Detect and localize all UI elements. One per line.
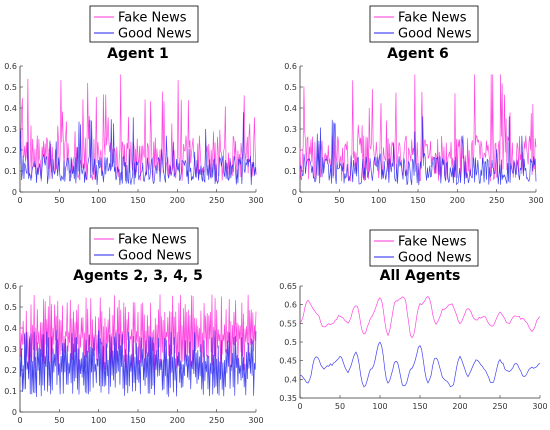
y-tick-label: 0.6	[284, 301, 297, 310]
x-tick-label: 300	[248, 416, 263, 425]
x-tick-label: 200	[170, 196, 185, 205]
y-tick-label: 0.5	[284, 83, 297, 92]
x-tick-label: 50	[54, 196, 64, 205]
series-line-good-news	[299, 116, 537, 186]
legend-entry: Good News	[398, 251, 472, 266]
y-tick-label: 0.4	[284, 104, 297, 113]
x-tick-label: 150	[130, 416, 145, 425]
legend-entry: Good News	[118, 27, 192, 42]
x-tick-label: 250	[492, 402, 507, 411]
chart-title: Agents 2, 3, 4, 5	[73, 268, 203, 284]
x-tick-label: 50	[335, 402, 345, 411]
y-tick-label: 0	[12, 408, 17, 417]
legend-box	[89, 227, 199, 265]
legend-box	[369, 5, 479, 43]
x-tick-label: 100	[372, 402, 387, 411]
x-tick-label: 300	[528, 196, 543, 205]
y-tick-label: 0.6	[4, 282, 17, 291]
legend-box	[89, 5, 199, 43]
y-tick-label: 0.1	[4, 167, 17, 176]
y-tick-label: 0.3	[4, 125, 17, 134]
x-tick-label: 50	[54, 416, 64, 425]
legend-entry: Good News	[398, 27, 472, 42]
x-tick-label: 250	[209, 416, 224, 425]
y-tick-label: 0.35	[279, 394, 297, 403]
legend-entry: Good News	[118, 249, 192, 264]
y-tick-label: 0.5	[284, 338, 297, 347]
y-tick-label: 0.3	[4, 345, 17, 354]
x-tick-label: 0	[297, 402, 302, 411]
y-tick-label: 0.55	[279, 319, 297, 328]
y-tick-label: 0.3	[284, 125, 297, 134]
y-tick-label: 0.65	[279, 282, 297, 291]
chart-title: Agent 6	[387, 46, 449, 62]
x-tick-label: 150	[130, 196, 145, 205]
x-tick-label: 0	[297, 196, 302, 205]
series-line-fake-news	[19, 294, 257, 374]
x-tick-label: 0	[17, 196, 22, 205]
y-tick-label: 0.2	[284, 146, 297, 155]
chart-title: Agent 1	[107, 46, 169, 62]
x-tick-label: 100	[91, 196, 106, 205]
y-tick-label: 0.2	[4, 146, 17, 155]
series-line-good-news	[19, 112, 257, 185]
x-tick-label: 300	[532, 402, 547, 411]
legend-entry: Fake News	[398, 235, 467, 250]
x-tick-label: 250	[209, 196, 224, 205]
y-tick-label: 0.6	[4, 62, 17, 71]
legend-entry: Fake News	[118, 233, 187, 248]
y-tick-label: 0	[12, 188, 17, 197]
y-tick-label: 0.2	[4, 366, 17, 375]
x-tick-label: 0	[17, 416, 22, 425]
legend-entry: Fake News	[118, 11, 187, 26]
y-tick-label: 0.5	[4, 83, 17, 92]
x-tick-label: 250	[489, 196, 504, 205]
y-tick-label: 0.45	[279, 357, 297, 366]
x-tick-label: 100	[91, 416, 106, 425]
y-tick-label: 0.4	[4, 104, 17, 113]
x-tick-label: 150	[412, 402, 427, 411]
series-line-good-news	[19, 330, 257, 398]
x-tick-label: 200	[170, 416, 185, 425]
legend-entry: Fake News	[398, 11, 467, 26]
legend-box	[369, 229, 479, 267]
x-tick-label: 300	[248, 196, 263, 205]
chart-title: All Agents	[380, 268, 461, 284]
x-tick-label: 50	[334, 196, 344, 205]
y-tick-label: 0.1	[284, 167, 297, 176]
x-tick-label: 100	[371, 196, 386, 205]
x-tick-label: 150	[410, 196, 425, 205]
y-tick-label: 0.5	[4, 303, 17, 312]
x-tick-label: 200	[450, 196, 465, 205]
y-tick-label: 0.1	[4, 387, 17, 396]
series-line-fake-news	[299, 296, 541, 339]
y-tick-label: 0.4	[4, 324, 17, 333]
x-tick-label: 200	[452, 402, 467, 411]
series-line-good-news	[299, 341, 541, 388]
y-tick-label: 0.6	[284, 62, 297, 71]
y-tick-label: 0.4	[284, 375, 297, 384]
y-tick-label: 0	[292, 188, 297, 197]
